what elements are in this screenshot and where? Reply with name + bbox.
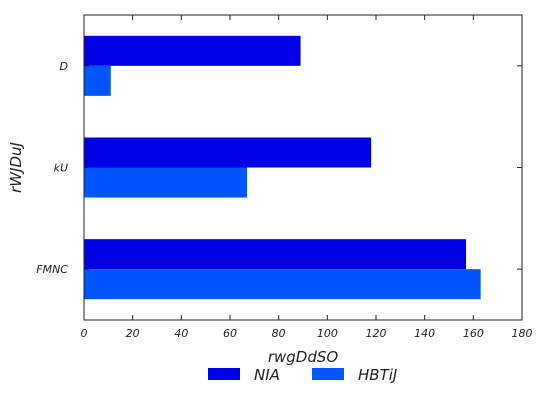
ticks-layer: DkU FMNC 0 20 40 60 80 100 120 140 160 180 [36,15,533,340]
y-tick-label-d: D [60,60,68,73]
x-tick-label-20: 20 [126,327,140,340]
x-tick-label-160: 160 [463,327,484,340]
bar-hbtij-ku [84,167,248,198]
x-axis-label: rwgDdSO [268,348,339,366]
x-tick-label-100: 100 [317,327,338,340]
x-tick-label-40: 40 [174,327,188,340]
bars-layer [84,35,481,300]
bar-nia-d [84,35,301,66]
x-tick-label-80: 80 [272,327,286,340]
legend-label-nia: NIA [254,366,280,384]
x-tick-label-140: 140 [414,327,435,340]
x-tick-label-120: 120 [366,327,387,340]
bar-hbtij-fmnc [84,269,481,300]
y-axis-label: rWJDuJ [7,142,25,193]
y-tick-label-fmnc: FMNC [36,263,68,276]
x-tick-label-180: 180 [512,327,533,340]
bar-nia-fmnc [84,239,467,270]
legend-swatch-nia [208,368,240,380]
legend-swatch-hbtij [312,368,344,380]
legend: NIA HBTiJ [208,366,397,384]
y-tick-label-ku: kU [54,162,68,175]
bar-hbtij-d [84,65,111,96]
bar-nia-ku [84,137,372,168]
x-tick-label-0: 0 [81,327,88,340]
legend-label-hbtij: HBTiJ [358,366,397,384]
x-tick-label-60: 60 [223,327,237,340]
